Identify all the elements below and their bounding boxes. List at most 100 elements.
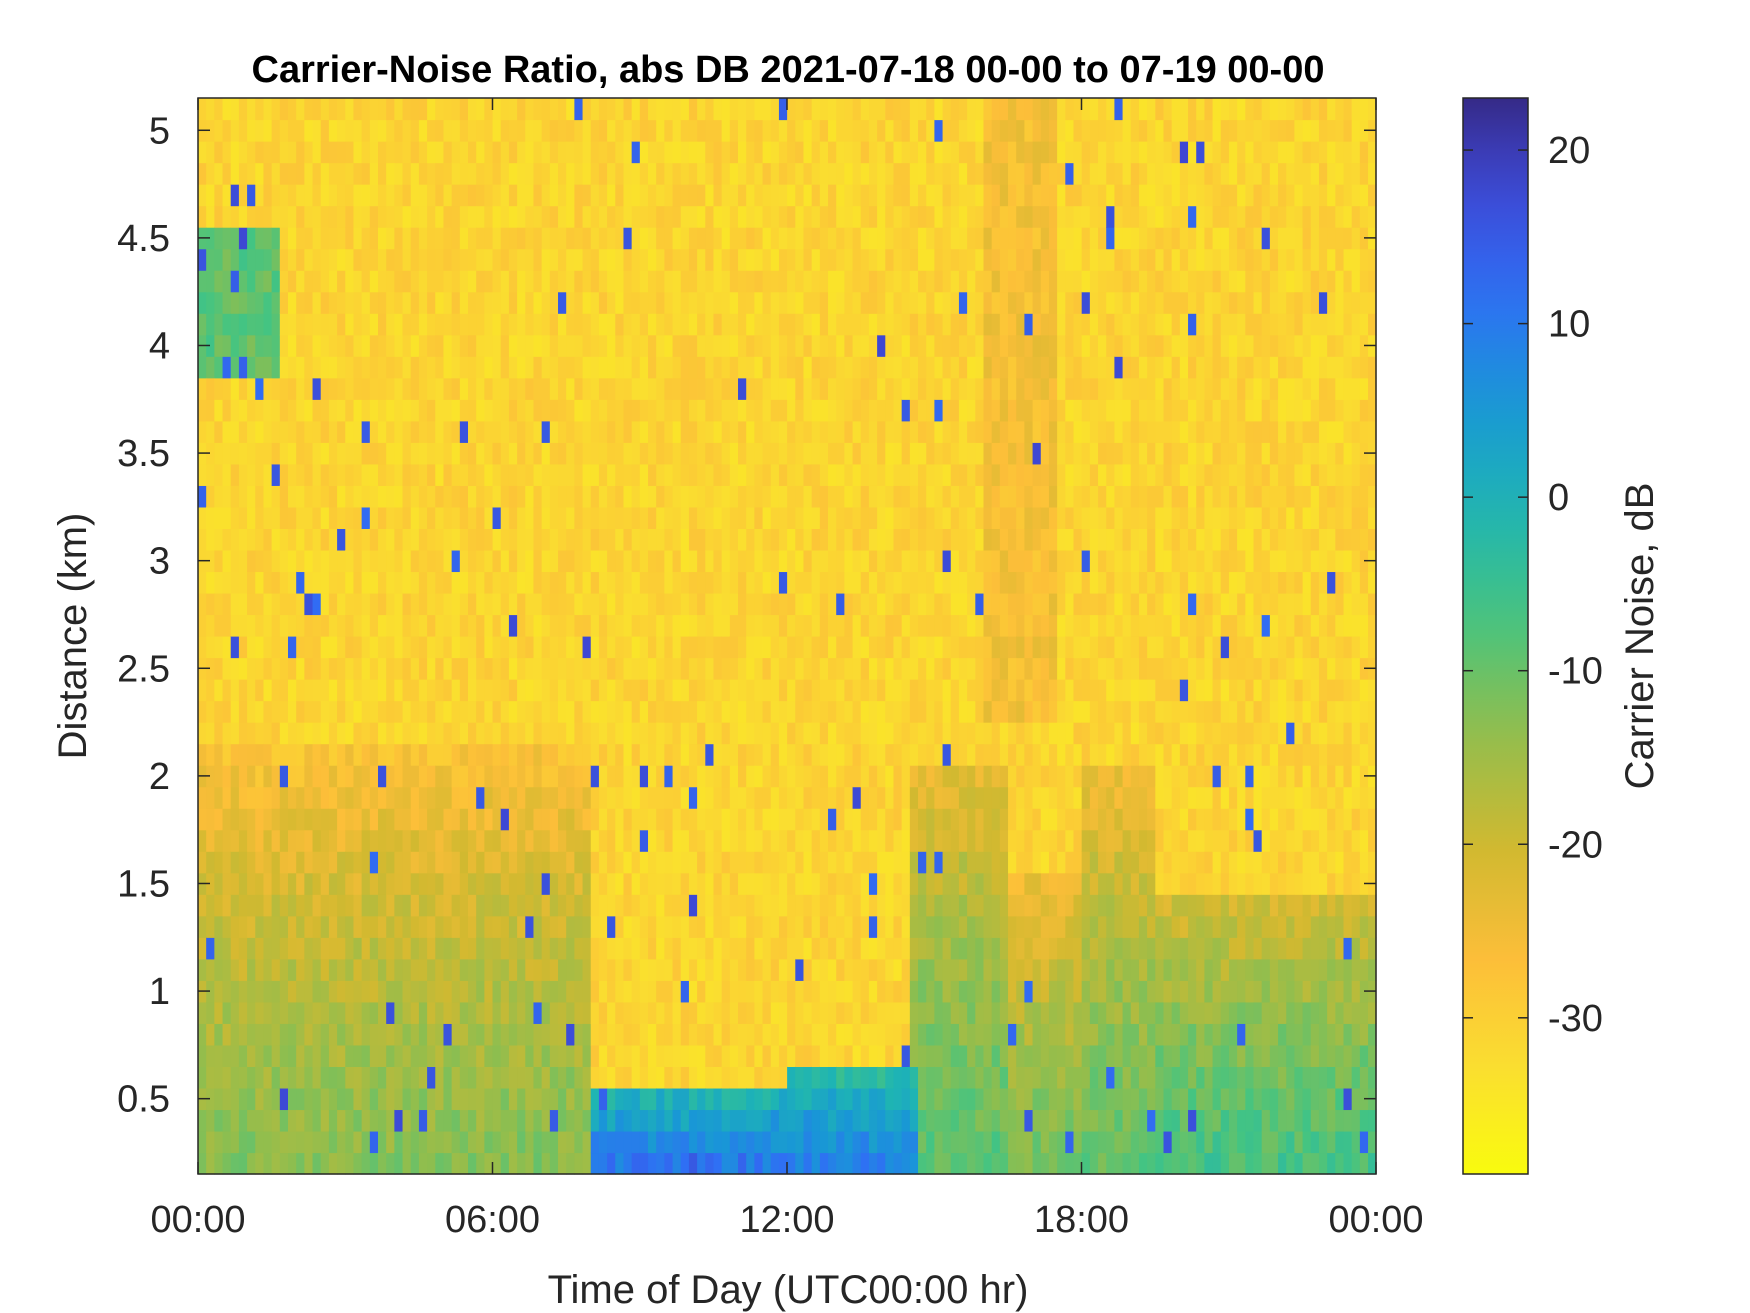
heatmap-cell — [803, 571, 813, 594]
heatmap-cell — [999, 657, 1009, 680]
heatmap-cell — [615, 227, 625, 250]
heatmap-cell — [222, 937, 232, 960]
heatmap-cell — [934, 463, 944, 486]
heatmap-cell — [877, 291, 886, 314]
heatmap-cell — [754, 1130, 764, 1154]
heatmap-cell — [901, 184, 911, 207]
heatmap-cell — [697, 894, 706, 917]
heatmap-cell — [656, 765, 665, 788]
heatmap-cell — [222, 205, 232, 228]
heatmap-cell — [828, 592, 837, 616]
heatmap-cell — [713, 463, 723, 486]
heatmap-cell — [378, 506, 387, 529]
heatmap-cell — [713, 958, 723, 981]
heatmap-cell — [369, 743, 379, 766]
heatmap-cell — [361, 743, 371, 766]
heatmap-cell — [975, 872, 985, 895]
heatmap-cell — [410, 937, 420, 960]
heatmap-cell — [574, 1044, 584, 1067]
heatmap-cell — [353, 377, 363, 400]
heatmap-cell — [942, 334, 952, 357]
heatmap-cell — [639, 162, 649, 185]
heatmap-cell — [345, 614, 355, 637]
heatmap-cell — [541, 334, 551, 357]
heatmap-cell — [639, 1044, 649, 1067]
heatmap-cell — [999, 829, 1009, 852]
heatmap-cell — [836, 270, 845, 293]
heatmap-cell — [247, 657, 256, 680]
heatmap-cell — [508, 248, 518, 271]
heatmap-cell — [729, 1001, 739, 1024]
heatmap-cell — [770, 636, 780, 659]
heatmap-cell — [598, 786, 608, 809]
heatmap-cell — [476, 270, 485, 293]
heatmap-cell — [934, 1109, 944, 1132]
heatmap-cell — [934, 549, 944, 573]
heatmap-cell — [238, 614, 248, 637]
heatmap-cell — [918, 119, 927, 142]
heatmap-cell — [983, 1109, 993, 1132]
heatmap-cell — [623, 248, 633, 271]
heatmap-cell — [754, 184, 764, 207]
heatmap-cell — [271, 485, 281, 508]
heatmap-cell — [386, 98, 395, 121]
heatmap-cell — [337, 1066, 346, 1089]
heatmap-cell — [631, 119, 641, 142]
heatmap-cell — [787, 227, 796, 250]
heatmap-cell — [590, 1023, 600, 1046]
heatmap-cell — [631, 420, 641, 443]
heatmap-cell — [999, 1130, 1009, 1154]
heatmap-cell — [353, 700, 363, 723]
heatmap-cell — [582, 872, 592, 895]
heatmap-cell — [778, 119, 788, 142]
heatmap-cell — [754, 485, 764, 508]
heatmap-cell — [386, 1001, 395, 1024]
heatmap-cell — [574, 528, 584, 551]
heatmap-cell — [508, 442, 518, 465]
heatmap-cell — [394, 205, 404, 228]
heatmap-cell — [394, 356, 404, 379]
heatmap-cell — [337, 1044, 346, 1067]
heatmap-cell — [852, 141, 862, 164]
heatmap-cell — [312, 958, 322, 981]
heatmap-cell — [631, 1087, 641, 1111]
heatmap-cell — [615, 592, 625, 616]
heatmap-cell — [443, 270, 453, 293]
heatmap-cell — [942, 958, 952, 981]
heatmap-cell — [811, 1001, 821, 1024]
heatmap-cell — [378, 808, 387, 831]
heatmap-cell — [369, 1044, 379, 1067]
heatmap-cell — [828, 1066, 837, 1089]
heatmap-cell — [328, 485, 338, 508]
heatmap-cell — [435, 184, 445, 207]
heatmap-cell — [378, 765, 387, 788]
heatmap-cell — [476, 894, 485, 917]
heatmap-cell — [263, 162, 273, 185]
heatmap-cell — [427, 958, 436, 981]
heatmap-cell — [778, 786, 788, 809]
heatmap-cell — [214, 1066, 224, 1089]
heatmap-cell — [885, 227, 895, 250]
heatmap-cell — [828, 894, 837, 917]
heatmap-cell — [688, 356, 698, 379]
heatmap-cell — [901, 851, 911, 874]
heatmap-cell — [958, 765, 968, 788]
heatmap-cell — [476, 937, 485, 960]
heatmap-cell — [230, 399, 240, 422]
heatmap-cell — [582, 485, 592, 508]
heatmap-cell — [852, 592, 862, 616]
heatmap-cell — [631, 808, 641, 831]
heatmap-cell — [754, 119, 764, 142]
heatmap-cell — [672, 1001, 682, 1024]
heatmap-cell — [418, 205, 428, 228]
heatmap-cell — [574, 442, 584, 465]
heatmap-cell — [999, 679, 1009, 702]
heatmap-cell — [705, 571, 715, 594]
heatmap-cell — [386, 248, 395, 271]
heatmap-cell — [320, 894, 330, 917]
heatmap-cell — [500, 1152, 510, 1175]
heatmap-cell — [361, 808, 371, 831]
heatmap-cell — [402, 334, 412, 357]
heatmap-cell — [255, 786, 265, 809]
heatmap-cell — [877, 829, 886, 852]
